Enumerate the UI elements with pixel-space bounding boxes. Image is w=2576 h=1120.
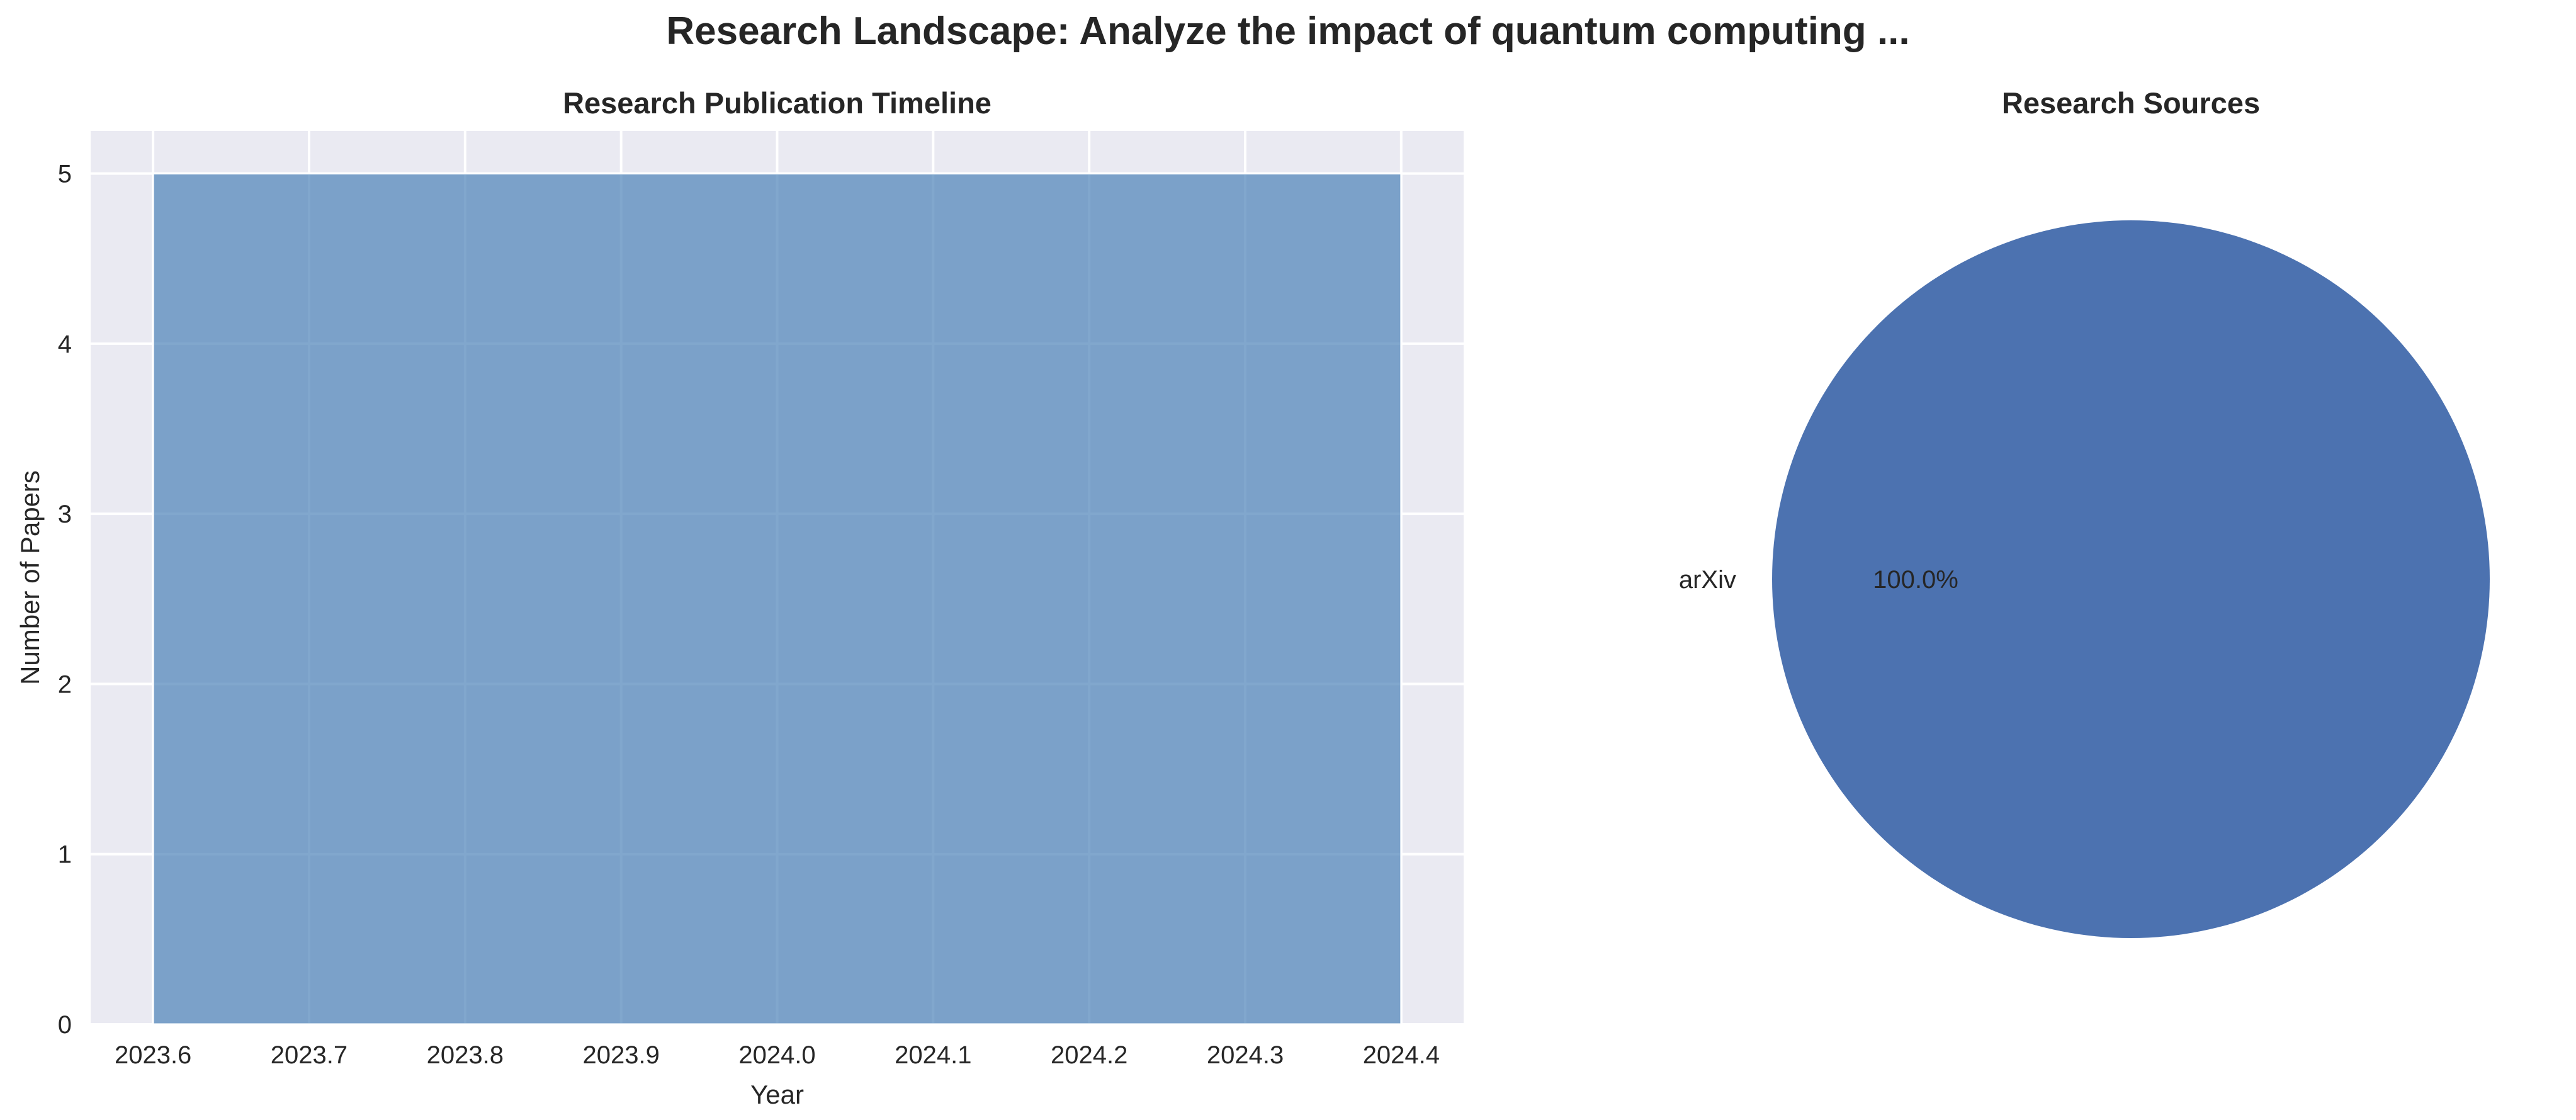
- x-tick-label: 2023.9: [582, 1041, 659, 1069]
- figure-title: Research Landscape: Analyze the impact o…: [666, 9, 1909, 53]
- y-tick-label: 2: [58, 670, 72, 698]
- y-tick-label: 1: [58, 841, 72, 869]
- timeline-chart: 2023.6 2023.7 2023.8 2023.9 2024.0 2024.1 2024…: [15, 86, 1464, 1109]
- x-tick-label: 2023.7: [271, 1041, 347, 1069]
- x-tick-label: 2024.2: [1051, 1041, 1127, 1069]
- x-tick-label: 2024.1: [895, 1041, 971, 1069]
- sources-pie: arXiv 100.0%: [1679, 220, 2490, 938]
- y-tick-label: 3: [58, 501, 72, 528]
- y-tick-label: 4: [58, 331, 72, 358]
- pie-percent-label: 100.0%: [1873, 566, 1958, 594]
- sources-chart-title: Research Sources: [2002, 86, 2260, 120]
- x-tick-label: 2023.8: [427, 1041, 504, 1069]
- x-tick-label: 2023.6: [115, 1041, 191, 1069]
- timeline-y-tick-labels: 0 1 2 3 4 5: [58, 161, 72, 1039]
- pie-slice-label: arXiv: [1679, 566, 1736, 594]
- x-tick-label: 2024.4: [1363, 1041, 1440, 1069]
- y-tick-label: 5: [58, 161, 72, 188]
- timeline-bars: [152, 173, 1403, 1026]
- pie-slice: [1772, 220, 2490, 938]
- sources-chart: Research Sources arXiv 100.0%: [1679, 86, 2490, 938]
- timeline-y-axis-label: Number of Papers: [15, 470, 45, 685]
- timeline-chart-title: Research Publication Timeline: [563, 86, 991, 120]
- timeline-x-tick-labels: 2023.6 2023.7 2023.8 2023.9 2024.0 2024.1 2024…: [115, 1041, 1440, 1069]
- x-tick-label: 2024.3: [1207, 1041, 1284, 1069]
- timeline-bar: [152, 173, 1403, 1026]
- timeline-x-axis-label: Year: [750, 1080, 804, 1109]
- y-tick-label: 0: [58, 1011, 72, 1039]
- x-tick-label: 2024.0: [738, 1041, 815, 1069]
